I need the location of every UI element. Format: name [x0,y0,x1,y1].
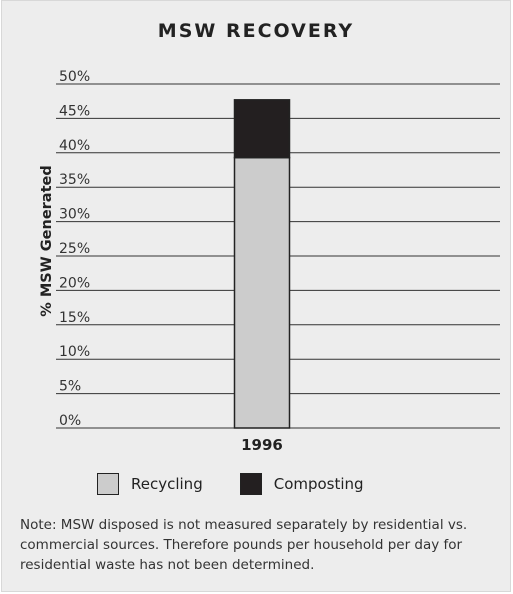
legend-swatch-recycling [97,473,119,495]
y-tick-label: 50% [59,69,90,85]
y-tick-label: 25% [59,241,90,257]
y-tick-label: 15% [59,310,90,326]
bar-composting [233,99,291,159]
legend-swatch-composting [239,473,262,495]
y-tick-label: 0% [59,413,81,429]
legend: Recycling Composting [97,473,364,495]
y-tick-label: 30% [59,207,90,223]
y-tick-label: 45% [59,103,90,119]
bar-chart: 0% 5% 10% 15% 20% 25% 30% 35% 40% 45% 50% % MSW Gen… [39,69,500,454]
y-tick-label: 35% [59,172,90,188]
y-tick-label: 20% [59,275,90,291]
legend-label-recycling: Recycling [131,475,203,493]
legend-label-composting: Composting [273,475,364,493]
chart-title: MSW RECOVERY [157,20,355,42]
legend-item-composting: Composting [239,473,364,495]
legend-item-recycling: Recycling [97,473,203,495]
y-tick-label: 40% [59,138,90,154]
bar-recycling [233,156,291,429]
y-axis-label: % MSW Generated [39,165,55,316]
footnote: Note: MSW disposed is not measured separ… [20,517,468,573]
y-tick-label: 10% [59,344,90,360]
y-tick-label: 5% [59,379,81,395]
x-tick-label: 1996 [241,436,283,454]
